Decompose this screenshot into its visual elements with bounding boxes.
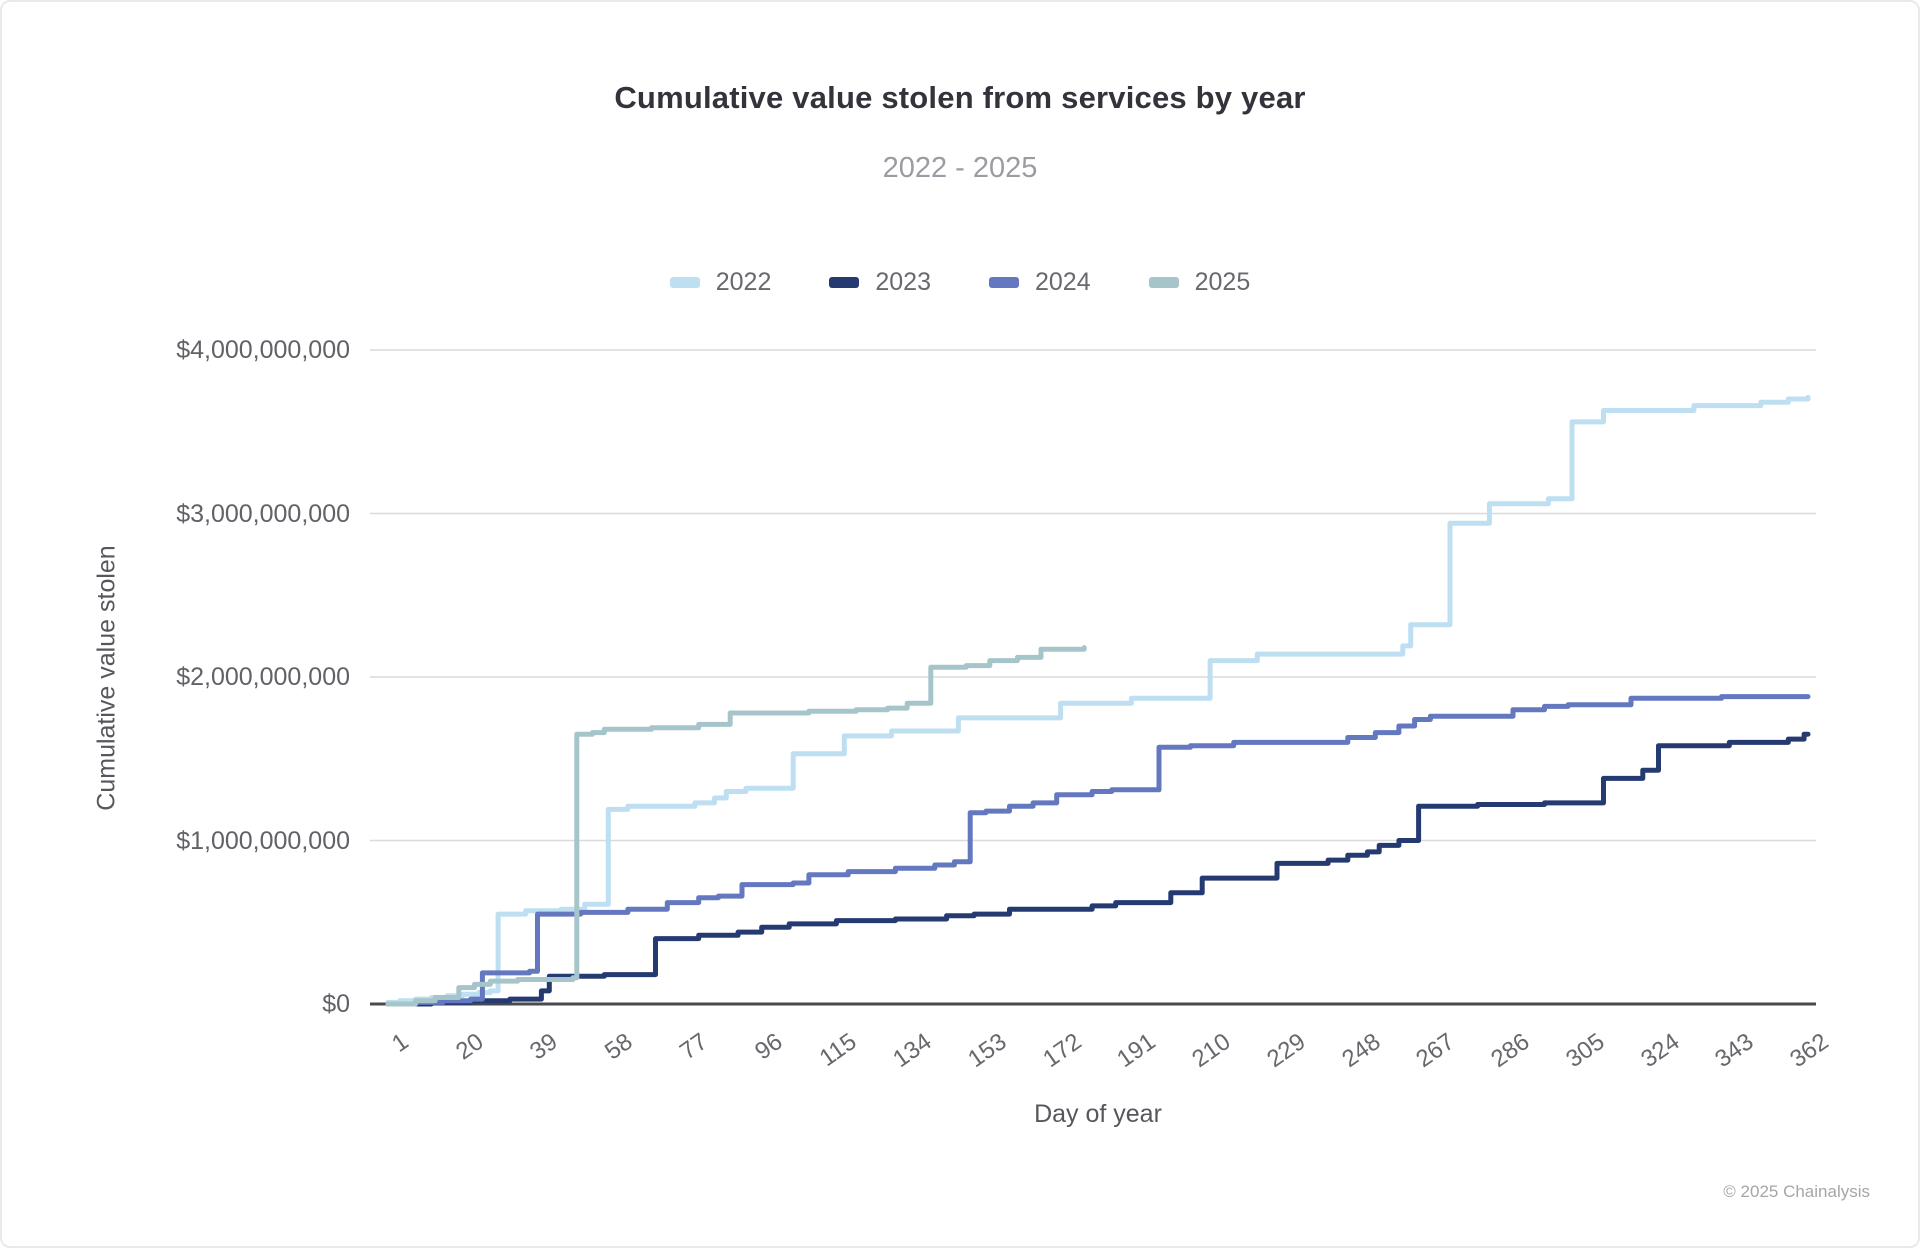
legend-swatch-2022 xyxy=(669,277,700,288)
legend-swatch-2023 xyxy=(829,277,860,288)
chart-title: Cumulative value stolen from services by… xyxy=(614,80,1306,115)
legend-item-2025: 2025 xyxy=(1148,268,1251,297)
y-tick-label-3b: $3,000,000,000 xyxy=(176,499,350,528)
y-tick-label-4b: $4,000,000,000 xyxy=(176,336,350,364)
legend-label-2023: 2023 xyxy=(875,268,931,296)
series-line-2023 xyxy=(385,731,1811,1007)
series-line-2022 xyxy=(385,394,1811,1005)
legend-item-2023: 2023 xyxy=(829,268,931,297)
x-axis-title: Day of year xyxy=(1034,1100,1162,1128)
y-tick-label-0b: $0 xyxy=(322,990,350,1018)
legend-swatch-2025 xyxy=(1148,277,1179,288)
legend-item-2024: 2024 xyxy=(989,268,1091,297)
series-line-2025 xyxy=(385,645,1087,1007)
legend-item-2022: 2022 xyxy=(669,268,772,297)
y-tick-label-2b: $2,000,000,000 xyxy=(176,663,350,691)
legend-label-2025: 2025 xyxy=(1194,268,1251,296)
legend-label-2022: 2022 xyxy=(715,268,772,296)
chart-subtitle: 2022 - 2025 xyxy=(882,152,1038,184)
legend-swatch-2024 xyxy=(989,277,1019,288)
series-line-2024 xyxy=(385,694,1811,1007)
legend: 2022 2023 2024 2025 xyxy=(2,268,1918,297)
y-axis-title: Cumulative value stolen xyxy=(92,545,121,811)
y-tick-label-1b: $1,000,000,000 xyxy=(176,826,350,855)
copyright-text: © 2025 Chainalysis xyxy=(1723,1182,1870,1201)
legend-label-2024: 2024 xyxy=(1035,268,1091,296)
